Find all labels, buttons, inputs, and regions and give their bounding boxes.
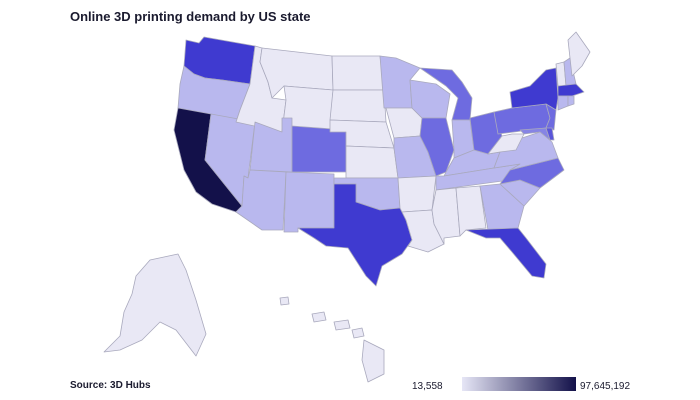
- state-ME: [567, 31, 591, 77]
- state-NM: [283, 171, 335, 233]
- state-ND: [331, 55, 385, 91]
- state-AL: [455, 185, 487, 237]
- state-WI: [409, 79, 451, 119]
- legend-max-label: 97,645,192: [580, 381, 631, 392]
- states-layer: [103, 31, 591, 383]
- state-NY: [509, 67, 559, 111]
- state-CO: [291, 125, 347, 173]
- state-HI: [279, 296, 385, 383]
- state-AK: [103, 253, 207, 357]
- state-MD: [519, 127, 551, 141]
- state-WV: [487, 133, 525, 155]
- state-DE: [545, 127, 555, 141]
- state-AZ: [235, 169, 287, 231]
- state-IL: [419, 117, 455, 177]
- legend-min-label: 13,558: [412, 381, 443, 392]
- state-RI: [567, 95, 575, 107]
- state-GA: [479, 183, 525, 231]
- source-note: Source: 3D Hubs: [70, 380, 151, 391]
- state-SD: [329, 89, 387, 123]
- state-FL: [465, 227, 547, 279]
- state-AR: [397, 175, 437, 213]
- state-VA: [493, 131, 559, 171]
- state-KS: [345, 145, 399, 179]
- legend-color-scale: [462, 377, 576, 391]
- map-title: Online 3D printing demand by US state: [70, 9, 311, 24]
- state-TX: [297, 183, 413, 287]
- state-MA: [557, 83, 585, 97]
- state-CT: [557, 95, 569, 111]
